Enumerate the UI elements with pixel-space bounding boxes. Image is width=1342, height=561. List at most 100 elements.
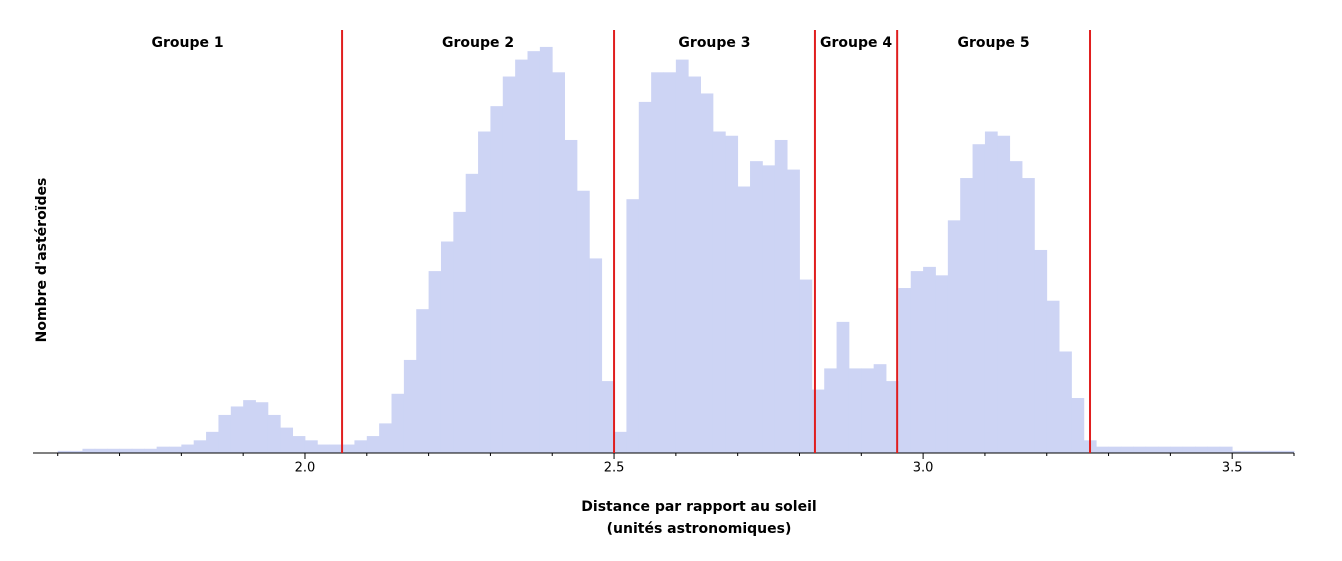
bar: [626, 199, 640, 453]
bar: [292, 436, 306, 453]
bar: [416, 309, 430, 453]
bar: [700, 93, 714, 453]
bar: [589, 258, 603, 453]
bar: [539, 46, 553, 454]
bar: [280, 427, 294, 453]
bar: [255, 402, 269, 453]
bar: [1281, 450, 1295, 453]
bar: [1009, 161, 1023, 453]
bar: [107, 448, 120, 453]
x-axis-label: (unités astronomiques): [607, 521, 792, 537]
bar: [168, 446, 182, 453]
bar: [873, 364, 887, 453]
bar: [675, 59, 689, 454]
bar: [663, 72, 677, 454]
bar: [972, 144, 986, 453]
bar: [1059, 351, 1072, 453]
bar: [651, 72, 664, 454]
bar: [576, 190, 590, 454]
bar: [824, 368, 837, 453]
bar: [156, 446, 170, 453]
bar: [119, 448, 133, 453]
bar: [947, 220, 961, 453]
bar: [923, 266, 936, 453]
y-axis-label: Nombre d'astéroïdes: [34, 178, 50, 343]
bar: [379, 423, 392, 453]
bar: [502, 76, 516, 453]
group-label: Groupe 3: [678, 35, 750, 51]
bar: [960, 178, 973, 454]
bar: [366, 436, 380, 453]
bar: [737, 186, 751, 453]
bar: [218, 414, 232, 453]
bar: [94, 448, 108, 453]
x-tick-label: 2.5: [604, 461, 625, 476]
bar: [898, 288, 912, 453]
bar: [453, 211, 467, 453]
bar: [552, 72, 565, 454]
bar: [836, 321, 850, 453]
bar: [428, 271, 442, 453]
bar: [1022, 178, 1035, 454]
bar: [1269, 450, 1283, 453]
bar: [267, 414, 281, 453]
bar: [1108, 446, 1122, 453]
bar: [57, 450, 71, 453]
x-tick-label: 3.0: [913, 461, 934, 476]
bar: [1145, 446, 1159, 453]
bar: [725, 135, 739, 453]
group-label: Groupe 4: [820, 35, 892, 51]
bar: [243, 400, 256, 453]
bar: [564, 139, 578, 454]
bar: [354, 440, 368, 453]
group-label: Groupe 2: [442, 35, 514, 51]
bar: [304, 440, 318, 453]
bar: [70, 450, 83, 453]
bar: [144, 448, 158, 453]
bar: [440, 241, 454, 453]
bar: [774, 139, 788, 454]
bar: [329, 444, 343, 453]
bar: [1120, 446, 1134, 453]
bar: [1256, 450, 1270, 453]
group-label: Groupe 5: [958, 35, 1030, 51]
bar: [1046, 300, 1060, 453]
bar: [1195, 446, 1208, 453]
x-tick-label: 2.0: [295, 461, 316, 476]
bar: [601, 381, 615, 453]
bar: [490, 106, 504, 453]
bar: [848, 368, 862, 453]
bar: [1207, 446, 1221, 453]
bar: [935, 275, 949, 453]
bar: [465, 173, 479, 453]
bar: [1158, 446, 1171, 453]
bar: [799, 279, 813, 453]
bar: [811, 389, 825, 453]
bar: [750, 161, 763, 453]
bar: [1096, 446, 1109, 453]
bar: [712, 131, 726, 453]
bar: [478, 131, 491, 453]
bar: [614, 431, 627, 453]
bar: [886, 381, 899, 453]
bar: [984, 131, 998, 453]
x-tick-label: 3.5: [1222, 461, 1243, 476]
bar: [342, 444, 355, 453]
bar: [391, 393, 405, 453]
bar: [1133, 446, 1147, 453]
bar: [1071, 398, 1085, 453]
bar: [787, 169, 800, 453]
bar: [1232, 450, 1245, 453]
bar: [688, 76, 701, 453]
bar: [1219, 446, 1233, 453]
bar: [1034, 249, 1048, 453]
bar: [206, 431, 219, 453]
bar: [1244, 450, 1258, 453]
bar: [1170, 446, 1184, 453]
bar: [131, 448, 145, 453]
x-axis-label: Distance par rapport au soleil: [581, 499, 816, 515]
bar: [230, 406, 244, 453]
bar: [638, 101, 652, 453]
bar: [515, 59, 528, 454]
